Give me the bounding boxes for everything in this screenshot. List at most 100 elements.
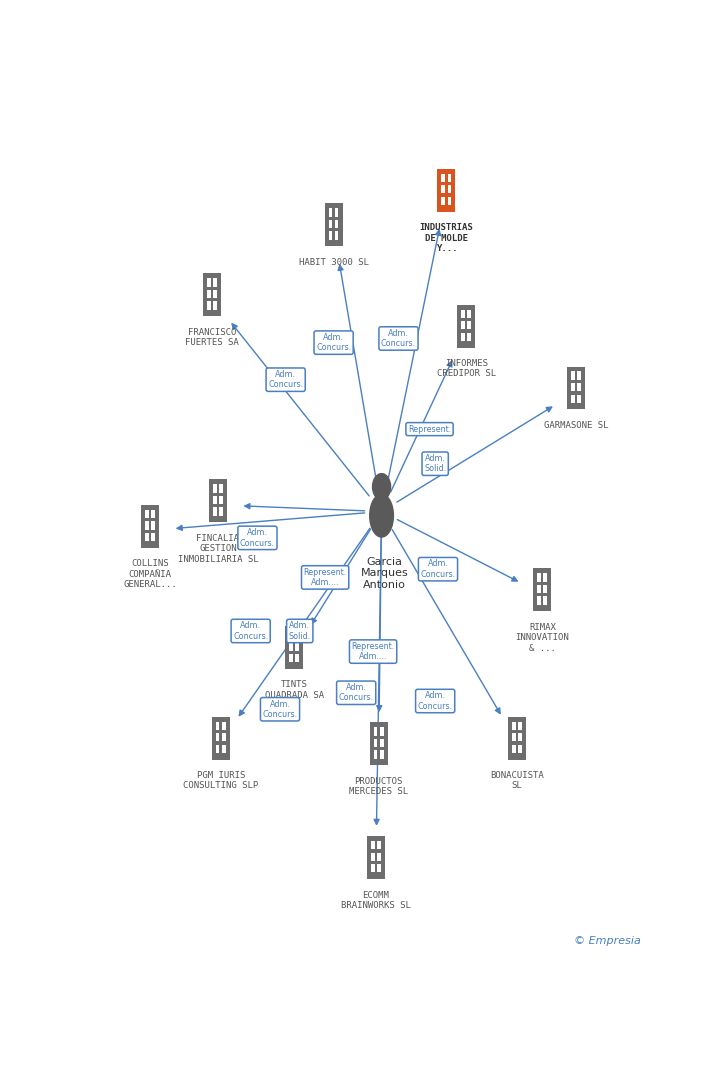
- Bar: [325, 203, 343, 246]
- Bar: [212, 717, 230, 760]
- Bar: [373, 739, 377, 747]
- Text: Adm.
Concurs.: Adm. Concurs.: [233, 622, 268, 641]
- Bar: [537, 585, 541, 593]
- Bar: [213, 302, 217, 309]
- Bar: [537, 574, 541, 581]
- Bar: [467, 333, 471, 341]
- Bar: [544, 585, 547, 593]
- Bar: [512, 733, 515, 742]
- Text: Adm.
Concurs.: Adm. Concurs.: [263, 700, 298, 719]
- Text: RIMAX
INNOVATION
& ...: RIMAX INNOVATION & ...: [515, 623, 569, 653]
- Bar: [367, 836, 385, 878]
- Bar: [577, 383, 581, 392]
- Bar: [335, 209, 339, 216]
- Bar: [213, 507, 216, 516]
- Text: Garcia
Marques
Antonio: Garcia Marques Antonio: [360, 556, 408, 590]
- Text: Adm.
Concurs.: Adm. Concurs.: [339, 683, 373, 703]
- Bar: [457, 305, 475, 348]
- Bar: [461, 309, 464, 318]
- Bar: [328, 219, 332, 228]
- Bar: [213, 290, 217, 299]
- Text: PRODUCTOS
MERCEDES SL: PRODUCTOS MERCEDES SL: [349, 777, 408, 796]
- Bar: [296, 642, 299, 651]
- Bar: [461, 333, 464, 341]
- Bar: [571, 395, 575, 402]
- Bar: [461, 321, 464, 330]
- Bar: [219, 495, 223, 504]
- Text: © Empresia: © Empresia: [574, 935, 641, 946]
- Bar: [213, 485, 216, 492]
- Bar: [438, 169, 456, 212]
- Bar: [467, 321, 471, 330]
- Text: Represent.
Adm....: Represent. Adm....: [304, 568, 347, 587]
- Bar: [537, 596, 541, 605]
- Text: Adm.
Concurs.: Adm. Concurs.: [240, 529, 275, 548]
- Bar: [441, 185, 445, 194]
- Text: Adm.
Concurs.: Adm. Concurs.: [268, 370, 303, 389]
- Bar: [508, 717, 526, 760]
- Bar: [371, 865, 374, 872]
- Bar: [328, 209, 332, 216]
- Bar: [209, 479, 227, 522]
- Bar: [380, 728, 384, 735]
- Bar: [207, 302, 211, 309]
- Bar: [377, 853, 381, 861]
- Bar: [213, 278, 217, 287]
- Bar: [213, 495, 216, 504]
- Bar: [448, 197, 451, 205]
- Bar: [151, 533, 155, 541]
- Bar: [215, 733, 219, 742]
- Bar: [518, 745, 522, 753]
- Bar: [151, 521, 155, 530]
- Bar: [371, 853, 374, 861]
- Bar: [335, 231, 339, 240]
- Bar: [441, 173, 445, 182]
- Bar: [207, 290, 211, 299]
- Bar: [467, 309, 471, 318]
- Bar: [219, 485, 223, 492]
- Bar: [151, 510, 155, 518]
- Bar: [380, 750, 384, 759]
- Text: ECOMM
BRAINWORKS SL: ECOMM BRAINWORKS SL: [341, 890, 411, 910]
- Bar: [571, 371, 575, 380]
- Bar: [145, 533, 149, 541]
- Text: Adm.
Concurs.: Adm. Concurs.: [381, 328, 416, 348]
- Bar: [328, 231, 332, 240]
- Bar: [296, 654, 299, 662]
- Bar: [207, 278, 211, 287]
- Text: TINTS
QUADRADA SA: TINTS QUADRADA SA: [264, 681, 324, 700]
- Bar: [296, 631, 299, 639]
- Text: FRANCISCO
FUERTES SA: FRANCISCO FUERTES SA: [186, 327, 240, 347]
- Bar: [335, 219, 339, 228]
- Bar: [222, 733, 226, 742]
- Bar: [377, 865, 381, 872]
- Text: GARMASONE SL: GARMASONE SL: [544, 421, 609, 430]
- Bar: [373, 750, 377, 759]
- Bar: [441, 197, 445, 205]
- Text: Represent.: Represent.: [408, 425, 451, 433]
- Bar: [289, 654, 293, 662]
- Text: Adm.
Concurs.: Adm. Concurs.: [421, 560, 456, 579]
- Text: INDUSTRIAS
DE MOLDE
Y...: INDUSTRIAS DE MOLDE Y...: [419, 224, 473, 253]
- Bar: [222, 721, 226, 730]
- Bar: [571, 383, 575, 392]
- Bar: [512, 721, 515, 730]
- Text: BONACUISTA
SL: BONACUISTA SL: [490, 771, 544, 791]
- Bar: [222, 745, 226, 753]
- Text: Adm.
Solid.: Adm. Solid.: [288, 622, 311, 641]
- Bar: [285, 626, 303, 669]
- Bar: [141, 505, 159, 548]
- Bar: [567, 367, 585, 410]
- Bar: [518, 733, 522, 742]
- Bar: [373, 728, 377, 735]
- Ellipse shape: [370, 494, 393, 537]
- Text: PGM IURIS
CONSULTING SLP: PGM IURIS CONSULTING SLP: [183, 771, 258, 791]
- Bar: [215, 721, 219, 730]
- Text: Adm.
Concurs.: Adm. Concurs.: [418, 691, 453, 710]
- Bar: [448, 173, 451, 182]
- Text: Represent.
Adm....: Represent. Adm....: [352, 642, 395, 661]
- Text: HABIT 3000 SL: HABIT 3000 SL: [298, 258, 368, 266]
- Text: INFORMES
CREDIPOR SL: INFORMES CREDIPOR SL: [437, 360, 496, 379]
- Text: FINCALIA
GESTION
INMOBILIARIA SL: FINCALIA GESTION INMOBILIARIA SL: [178, 534, 258, 564]
- Bar: [370, 722, 388, 765]
